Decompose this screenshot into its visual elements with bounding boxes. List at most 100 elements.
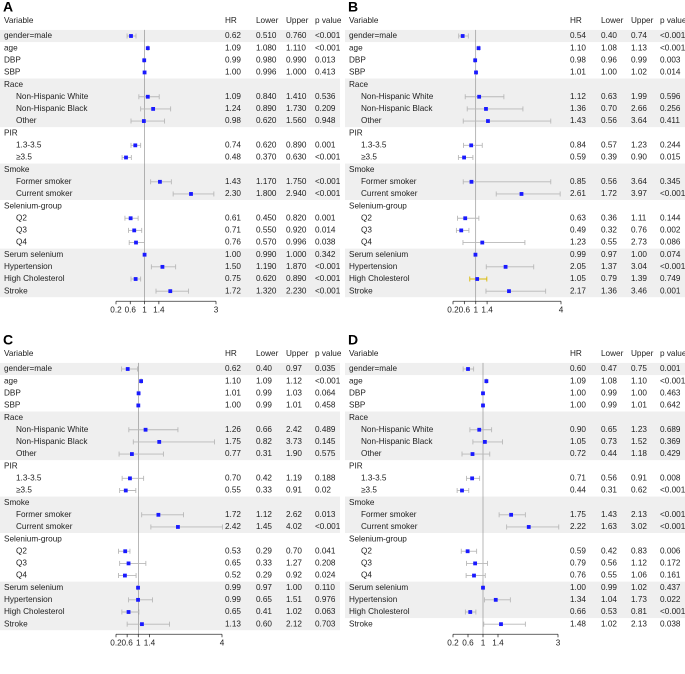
header-upper: Upper xyxy=(631,16,654,25)
hr-value: 0.65 xyxy=(225,559,241,568)
upper-value: 1.13 xyxy=(631,43,647,52)
row-band xyxy=(0,362,340,376)
hr-point xyxy=(484,107,488,111)
hr-point xyxy=(126,610,131,614)
variable-label: ≥3.5 xyxy=(361,153,377,162)
lower-value: 1.02 xyxy=(601,619,617,628)
lower-value: 0.39 xyxy=(601,153,617,162)
variable-label: ≥3.5 xyxy=(16,486,32,495)
p-value: 0.976 xyxy=(315,595,336,604)
upper-value: 1.11 xyxy=(631,213,647,222)
lower-value: 0.840 xyxy=(256,92,277,101)
lower-value: 1.09 xyxy=(256,376,272,385)
group-label: Race xyxy=(349,413,369,422)
x-tick-label: 0.6 xyxy=(125,305,137,314)
lower-value: 0.66 xyxy=(256,425,272,434)
variable-label: 1.3-3.5 xyxy=(16,474,42,483)
hr-point xyxy=(519,192,524,196)
lower-value: 0.370 xyxy=(256,153,277,162)
hr-value: 1.01 xyxy=(225,388,241,397)
lower-value: 0.65 xyxy=(256,595,272,604)
hr-point xyxy=(168,289,173,294)
hr-value: 0.76 xyxy=(570,571,586,580)
x-tick-label: 4 xyxy=(559,305,564,314)
hr-point xyxy=(160,264,165,269)
hr-point xyxy=(476,46,481,51)
x-tick-label: 0.2 xyxy=(447,305,459,314)
variable-label: Current smoker xyxy=(16,189,73,198)
upper-value: 0.74 xyxy=(631,31,647,40)
header-hr: HR xyxy=(225,349,237,358)
group-label: Selenium-group xyxy=(4,201,62,210)
lower-value: 0.29 xyxy=(256,571,272,580)
hr-value: 1.09 xyxy=(225,92,241,101)
hr-point xyxy=(509,512,514,517)
row-band xyxy=(0,411,340,461)
upper-value: 1.870 xyxy=(286,262,307,271)
upper-value: 0.83 xyxy=(631,546,647,555)
lower-value: 0.29 xyxy=(256,546,272,555)
hr-value: 1.00 xyxy=(225,250,241,259)
p-value: 0.948 xyxy=(315,116,336,125)
hr-value: 1.10 xyxy=(570,43,586,52)
hr-point xyxy=(473,561,478,566)
lower-value: 0.99 xyxy=(256,388,272,397)
p-value: <0.001 xyxy=(660,43,685,52)
p-value: 0.536 xyxy=(315,92,336,101)
hr-point xyxy=(189,192,193,196)
header-variable: Variable xyxy=(349,16,379,25)
hr-value: 0.52 xyxy=(225,571,241,580)
group-label: PIR xyxy=(349,461,363,470)
hr-value: 0.90 xyxy=(570,425,586,434)
hr-point xyxy=(176,525,180,529)
lower-value: 1.04 xyxy=(601,595,617,604)
lower-value: 0.41 xyxy=(256,607,272,616)
p-value: 0.002 xyxy=(660,226,681,235)
upper-value: 0.75 xyxy=(631,364,647,373)
p-value: 0.244 xyxy=(660,141,681,150)
upper-value: 1.560 xyxy=(286,116,307,125)
hr-value: 1.50 xyxy=(225,262,241,271)
hr-value: 2.22 xyxy=(570,522,586,531)
header-p-value: p value xyxy=(660,349,685,358)
x-tick-label: 0.6 xyxy=(121,638,133,647)
hr-point xyxy=(507,289,511,294)
hr-point xyxy=(123,573,127,578)
variable-label: Non-Hispanic White xyxy=(16,425,89,434)
hr-point xyxy=(481,391,485,396)
x-tick-label: 0.6 xyxy=(462,638,474,647)
upper-value: 1.10 xyxy=(631,376,647,385)
hr-value: 0.63 xyxy=(570,213,586,222)
hr-value: 1.34 xyxy=(570,595,586,604)
lower-value: 1.36 xyxy=(601,286,617,295)
hr-point xyxy=(469,179,474,184)
upper-value: 1.00 xyxy=(631,250,647,259)
hr-point xyxy=(486,119,490,123)
hr-point xyxy=(477,427,482,432)
upper-value: 1.51 xyxy=(286,595,302,604)
hr-value: 0.84 xyxy=(570,141,586,150)
variable-label: 1.3-3.5 xyxy=(361,474,387,483)
lower-value: 0.57 xyxy=(601,141,617,150)
hr-value: 0.98 xyxy=(225,116,241,125)
upper-value: 1.000 xyxy=(286,250,307,259)
upper-value: 0.890 xyxy=(286,274,307,283)
x-tick-label: 1 xyxy=(136,638,141,647)
variable-label: Hypertension xyxy=(349,262,398,271)
p-value: 0.256 xyxy=(660,104,681,113)
hr-value: 1.01 xyxy=(570,68,586,77)
lower-value: 0.570 xyxy=(256,238,277,247)
upper-value: 1.01 xyxy=(286,401,302,410)
x-tick-label: 1.4 xyxy=(492,638,504,647)
hr-point xyxy=(133,143,138,148)
hr-point xyxy=(142,58,147,63)
x-tick-label: 0.2 xyxy=(447,638,459,647)
hr-point xyxy=(470,476,475,481)
group-label: Selenium-group xyxy=(349,201,407,210)
hr-value: 2.42 xyxy=(225,522,241,531)
lower-value: 0.42 xyxy=(601,546,617,555)
x-tick-label: 1 xyxy=(481,638,486,647)
header-upper: Upper xyxy=(286,16,309,25)
variable-label: Stroke xyxy=(349,286,373,295)
lower-value: 1.45 xyxy=(256,522,272,531)
